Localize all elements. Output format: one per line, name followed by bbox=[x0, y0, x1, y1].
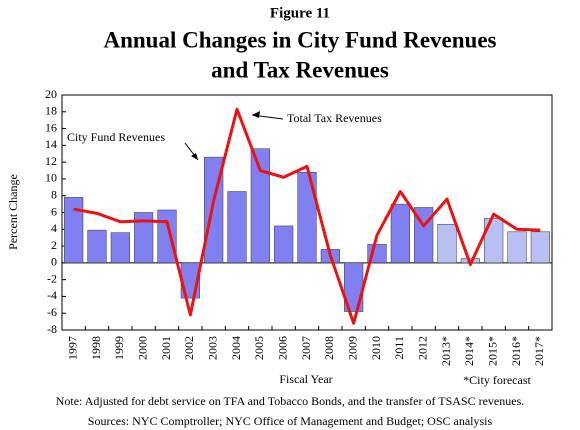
x-tick-label: 2008 bbox=[322, 336, 336, 360]
x-tick-label: 2003 bbox=[205, 336, 219, 360]
plot-frame bbox=[61, 94, 553, 331]
bar bbox=[64, 197, 84, 264]
y-tick-label: 14 bbox=[45, 137, 57, 151]
chart-title: and Tax Revenues bbox=[211, 57, 389, 82]
x-tick-label: 2007 bbox=[299, 336, 313, 360]
y-tick-label: -8 bbox=[47, 322, 57, 336]
annotation: City Fund Revenues bbox=[67, 130, 165, 144]
y-tick-label: 8 bbox=[51, 187, 57, 201]
x-tick-label: 2010 bbox=[369, 336, 383, 360]
x-tick-label: 2004 bbox=[229, 336, 243, 360]
bar bbox=[507, 231, 527, 264]
annotation: Total Tax Revenues bbox=[287, 111, 382, 125]
bar bbox=[530, 231, 550, 264]
x-tick-label: 2009 bbox=[345, 336, 359, 360]
bar bbox=[227, 191, 247, 264]
y-tick-label: -6 bbox=[47, 305, 57, 319]
y-tick-label: 20 bbox=[45, 87, 57, 101]
bar bbox=[484, 218, 504, 264]
y-tick-label: 10 bbox=[45, 171, 57, 185]
y-tick-label: 2 bbox=[51, 238, 57, 252]
line bbox=[73, 107, 541, 325]
bar bbox=[87, 229, 107, 264]
x-axis-label: Fiscal Year bbox=[279, 372, 332, 386]
y-tick-label: 18 bbox=[45, 104, 57, 118]
arrow-head bbox=[252, 111, 260, 118]
x-tick-label: 2011 bbox=[392, 336, 406, 360]
x-tick-label: 2001 bbox=[159, 336, 173, 360]
x-tick-label: 2013* bbox=[439, 336, 453, 366]
x-tick-label: 2015* bbox=[485, 336, 499, 366]
x-tick-label: 1999 bbox=[112, 336, 126, 360]
bar bbox=[274, 225, 294, 264]
x-tick-label: 2014* bbox=[462, 336, 476, 366]
plot-area: -8 -6 -4 -2 0 2 4 6 8 10 12 14 16 18 20 1997 1998 1999 200… bbox=[45, 87, 552, 366]
x-tick-label: 2012 bbox=[415, 336, 429, 360]
x-tick-label: 2017* bbox=[532, 336, 546, 366]
supertitle: Figure 11 bbox=[270, 5, 330, 21]
bar bbox=[390, 203, 410, 264]
y-tick-label: 6 bbox=[51, 204, 57, 218]
x-tick-label: 2005 bbox=[252, 336, 266, 360]
y-tick-label: 4 bbox=[51, 221, 57, 235]
y-tick-label: -4 bbox=[47, 288, 57, 302]
sources: Sources: NYC Comptroller; NYC Office of … bbox=[88, 414, 493, 428]
x-tick-label: 2016* bbox=[509, 336, 523, 366]
chart-title: Annual Changes in City Fund Revenues bbox=[103, 27, 496, 52]
y-tick-label: -2 bbox=[47, 271, 57, 285]
y-tick-label: 16 bbox=[45, 120, 57, 134]
x-tick-label: 1997 bbox=[65, 336, 79, 360]
bar bbox=[134, 212, 154, 264]
footnote: *City forecast bbox=[463, 373, 531, 387]
x-tick-label: 1998 bbox=[89, 336, 103, 360]
bar bbox=[437, 224, 457, 264]
y-tick-label: 0 bbox=[51, 255, 57, 269]
x-tick-label: 2006 bbox=[275, 336, 289, 360]
x-tick-label: 2002 bbox=[182, 336, 196, 360]
bar bbox=[157, 209, 177, 264]
y-tick-label: 12 bbox=[45, 154, 57, 168]
bar bbox=[110, 232, 130, 264]
arrow-head bbox=[191, 153, 198, 160]
bar bbox=[250, 148, 270, 264]
y-axis-label: Percent Change bbox=[6, 174, 20, 250]
x-tick-label: 2000 bbox=[135, 336, 149, 360]
note: Note: Adjusted for debt service on TFA a… bbox=[56, 394, 525, 408]
